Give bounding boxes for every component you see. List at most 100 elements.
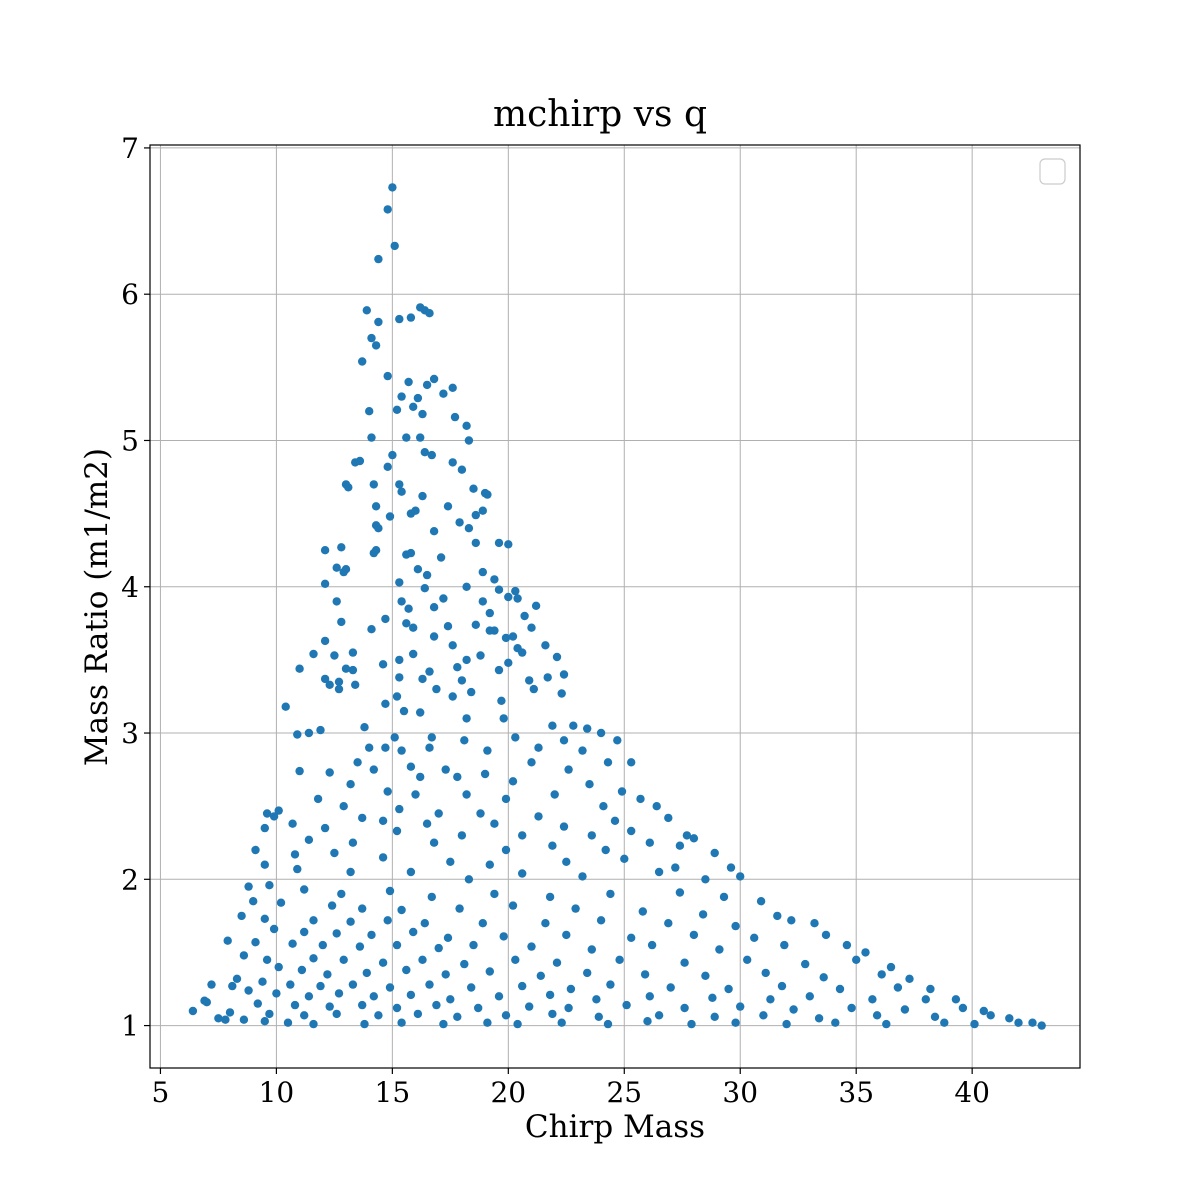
scatter-point	[239, 1015, 249, 1024]
scatter-point	[383, 205, 392, 214]
scatter-point	[821, 930, 831, 940]
scatter-point	[548, 721, 557, 730]
scatter-point	[485, 860, 494, 869]
scatter-point	[457, 465, 467, 474]
scatter-point	[346, 867, 355, 877]
scatter-point	[348, 665, 358, 675]
scatter-point	[427, 733, 436, 742]
scatter-point	[397, 746, 406, 755]
scatter-point	[564, 1003, 573, 1013]
scatter-point	[478, 567, 487, 577]
scatter-point	[511, 955, 520, 964]
scatter-point	[921, 995, 930, 1004]
scatter-point	[274, 962, 283, 972]
scatter-point	[439, 389, 448, 398]
scatter-point	[323, 970, 332, 979]
scatter-point	[378, 660, 388, 669]
scatter-point	[358, 1000, 367, 1010]
y-axis-ticks: 1 2 3 4 5 6 7	[121, 132, 150, 1043]
scatter-point	[260, 860, 269, 869]
scatter-point	[627, 933, 636, 942]
scatter-point	[882, 1019, 891, 1029]
scatter-point	[385, 512, 395, 521]
scatter-point	[365, 743, 374, 752]
scatter-point	[476, 651, 485, 660]
scatter-point	[773, 911, 782, 921]
scatter-point	[390, 241, 399, 251]
scatter-point	[355, 456, 365, 466]
scatter-point	[304, 728, 314, 738]
scatter-point	[304, 992, 314, 1001]
scatter-point	[756, 897, 766, 906]
scatter-point	[592, 995, 601, 1004]
scatter-point	[429, 603, 439, 612]
scatter-point	[249, 897, 258, 906]
scatter-point	[501, 1011, 511, 1020]
scatter-point	[835, 984, 845, 994]
scatter-point	[304, 835, 314, 844]
scatter-point	[409, 927, 418, 937]
scatter-point	[339, 802, 348, 811]
scatter-point	[286, 980, 295, 989]
scatter-point	[480, 488, 490, 498]
scatter-point	[309, 649, 318, 659]
scatter-point	[471, 510, 480, 520]
scatter-point	[518, 831, 527, 840]
scatter-point	[710, 848, 719, 858]
scatter-point	[374, 317, 383, 327]
scatter-point	[346, 917, 355, 926]
scatter-point	[513, 1019, 522, 1029]
scatter-point	[390, 733, 399, 742]
scatter-point	[358, 357, 367, 366]
scatter-point	[527, 623, 536, 632]
scatter-point	[627, 826, 636, 836]
scatter-point	[603, 1019, 613, 1029]
scatter-point	[383, 787, 392, 796]
scatter-point	[893, 983, 903, 992]
scatter-point	[395, 655, 404, 665]
scatter-point	[392, 1003, 402, 1013]
scatter-point	[508, 777, 518, 786]
scatter-point	[395, 578, 404, 587]
scatter-point	[638, 907, 647, 916]
scatter-point	[490, 575, 499, 584]
scatter-point	[587, 945, 596, 954]
scatter-point	[416, 433, 425, 442]
scatter-point	[701, 971, 710, 980]
scatter-point	[557, 1018, 566, 1027]
scatter-point	[494, 665, 504, 675]
scatter-point	[559, 670, 569, 679]
scatter-point	[420, 448, 429, 457]
scatter-point	[309, 954, 318, 963]
scatter-point	[388, 450, 397, 460]
scatter-point	[504, 658, 513, 667]
y-tick-label: 7	[121, 132, 139, 165]
scatter-point	[395, 804, 404, 814]
scatter-point	[578, 872, 587, 881]
scatter-point	[559, 736, 569, 745]
scatter-point	[541, 641, 550, 650]
scatter-point	[979, 1006, 988, 1016]
scatter-point	[504, 592, 513, 602]
scatter-point	[689, 930, 699, 940]
scatter-point	[320, 636, 330, 646]
scatter-point	[548, 841, 557, 850]
scatter-point	[761, 968, 770, 978]
scatter-point	[325, 768, 334, 777]
scatter-point	[416, 772, 425, 782]
scatter-point	[1014, 1018, 1023, 1027]
scatter-point	[615, 955, 624, 964]
scatter-point	[654, 1011, 664, 1020]
scatter-point	[300, 885, 309, 894]
scatter-point	[545, 990, 555, 1000]
scatter-point	[471, 620, 480, 629]
scatter-point	[814, 1014, 824, 1023]
plot-area-frame	[149, 144, 1081, 1069]
scatter-point	[214, 1014, 223, 1023]
scatter-point	[571, 904, 580, 913]
scatter-point	[636, 794, 645, 804]
scatter-point	[422, 819, 432, 828]
scatter-point	[457, 831, 467, 840]
scatter-point	[766, 995, 775, 1004]
scatter-point	[490, 819, 499, 828]
